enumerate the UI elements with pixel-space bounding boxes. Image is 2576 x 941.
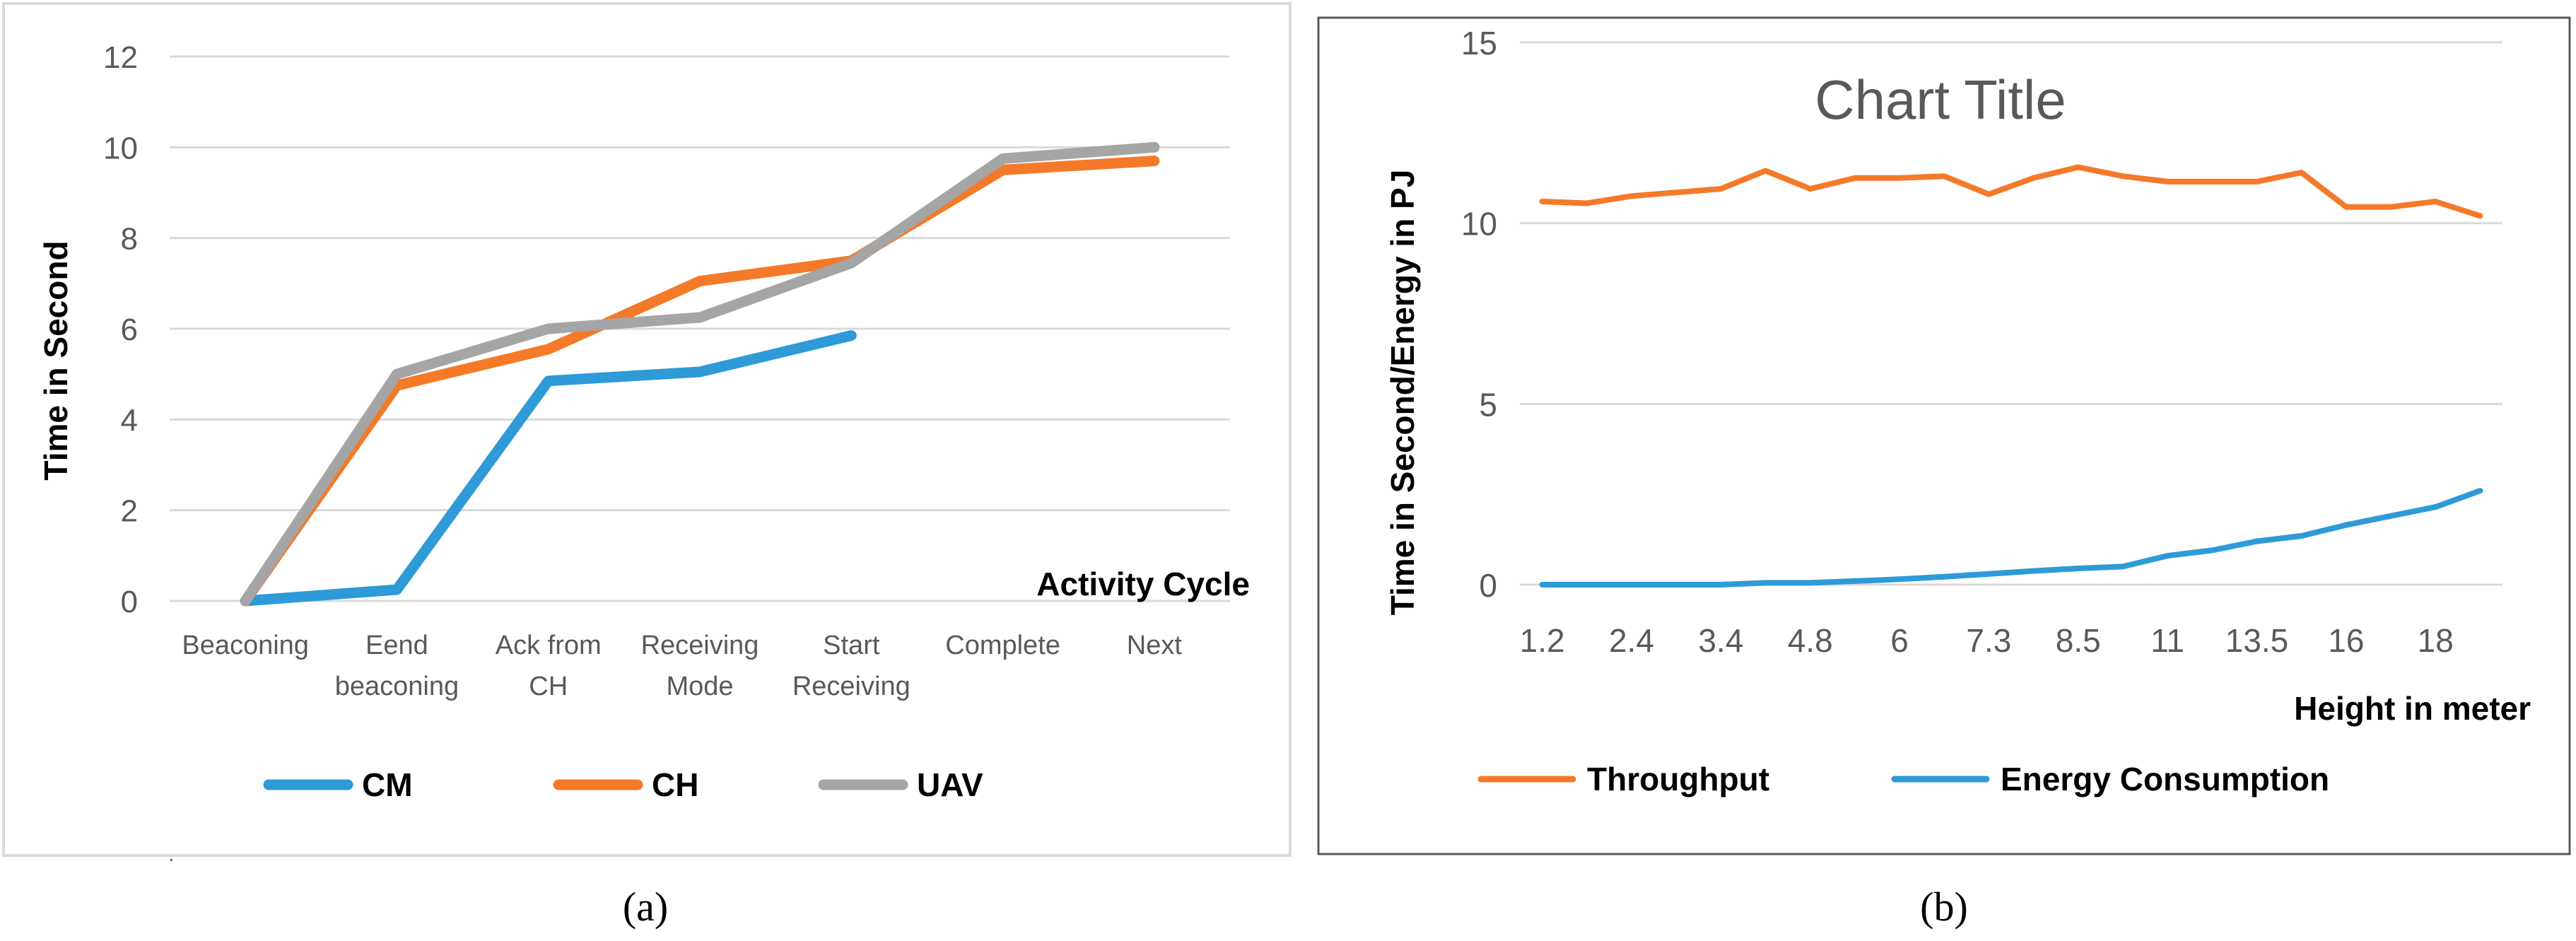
b-series-throughput	[1539, 164, 2483, 219]
b-xtick-label: 2.4	[1609, 622, 1654, 659]
b-legend-label-throughput: Throughput	[1587, 761, 1769, 797]
a-legend-label-uav: UAV	[917, 766, 983, 803]
chart-a-ylabel: Time in Second	[37, 240, 74, 480]
chart-b-title: Chart Title	[1815, 69, 2066, 131]
a-ytick-label: 12	[103, 40, 138, 75]
a-xtick-label: Ack from CH	[496, 631, 602, 701]
b-ytick-label: 15	[1461, 25, 1497, 62]
panel-a-frame	[2, 2, 1292, 857]
a-series-cm	[240, 330, 857, 607]
a-legend-label-ch: CH	[652, 766, 698, 803]
a-legend-label-cm: CM	[362, 766, 413, 803]
a-xtick-label: Eend beaconing	[335, 631, 459, 701]
chart-b-ylabel: Time in Second/Energy in PJ	[1384, 170, 1421, 616]
a-xtick-label: Beaconing	[182, 631, 309, 660]
panel-b-frame	[1317, 16, 2571, 855]
chart-a-xlabel: Activity Cycle	[1036, 566, 1250, 602]
chart-a: 0 2 4 6 8 10 12 Beaconing Eend beaconing Ack from…	[37, 40, 1250, 803]
b-xtick-label: 3.4	[1698, 622, 1743, 659]
b-xtick-label: 16	[2328, 622, 2364, 659]
b-xtick-label: 4.8	[1788, 622, 1833, 659]
a-xtick-label: Next	[1127, 631, 1183, 660]
a-xtick-label: Receiving Mode	[641, 631, 759, 701]
stray-mark: .	[168, 843, 174, 866]
caption-b: (b)	[1920, 884, 1968, 930]
a-ytick-label: 4	[121, 403, 138, 438]
b-xtick-label: 8.5	[2056, 622, 2101, 659]
b-xtick-label: 18	[2418, 622, 2454, 659]
b-xtick-label: 7.3	[1966, 622, 2011, 659]
b-xtick-label: 6	[1890, 622, 1909, 659]
caption-a: (a)	[623, 884, 668, 930]
a-ytick-label: 6	[121, 312, 138, 347]
chart-b-xlabel: Height in meter	[2294, 690, 2531, 727]
a-ytick-label: 0	[121, 585, 138, 619]
a-ytick-label: 8	[121, 222, 138, 257]
a-xtick-label: Start Receiving	[792, 631, 911, 701]
a-series-uav	[240, 141, 1160, 607]
chart-b: 0 5 10 15 1.2 2.4 3.4 4.8 6 7.3 8.5 11 13.5 16 18 Cha…	[1384, 25, 2531, 797]
a-ytick-label: 2	[121, 494, 138, 529]
b-ytick-label: 10	[1461, 206, 1497, 242]
b-legend-label-energy-consumption: Energy Consumption	[2001, 761, 2329, 797]
a-xtick-label: Complete	[945, 631, 1060, 660]
b-ytick-label: 5	[1479, 386, 1497, 423]
b-xtick-label: 13.5	[2225, 622, 2289, 659]
b-xtick-label: 1.2	[1520, 622, 1565, 659]
b-series-energy-consumption	[1539, 488, 2483, 588]
b-ytick-label: 0	[1479, 567, 1497, 604]
a-ytick-label: 10	[103, 131, 138, 165]
b-xtick-label: 11	[2150, 622, 2184, 659]
a-series-ch	[240, 156, 1160, 607]
